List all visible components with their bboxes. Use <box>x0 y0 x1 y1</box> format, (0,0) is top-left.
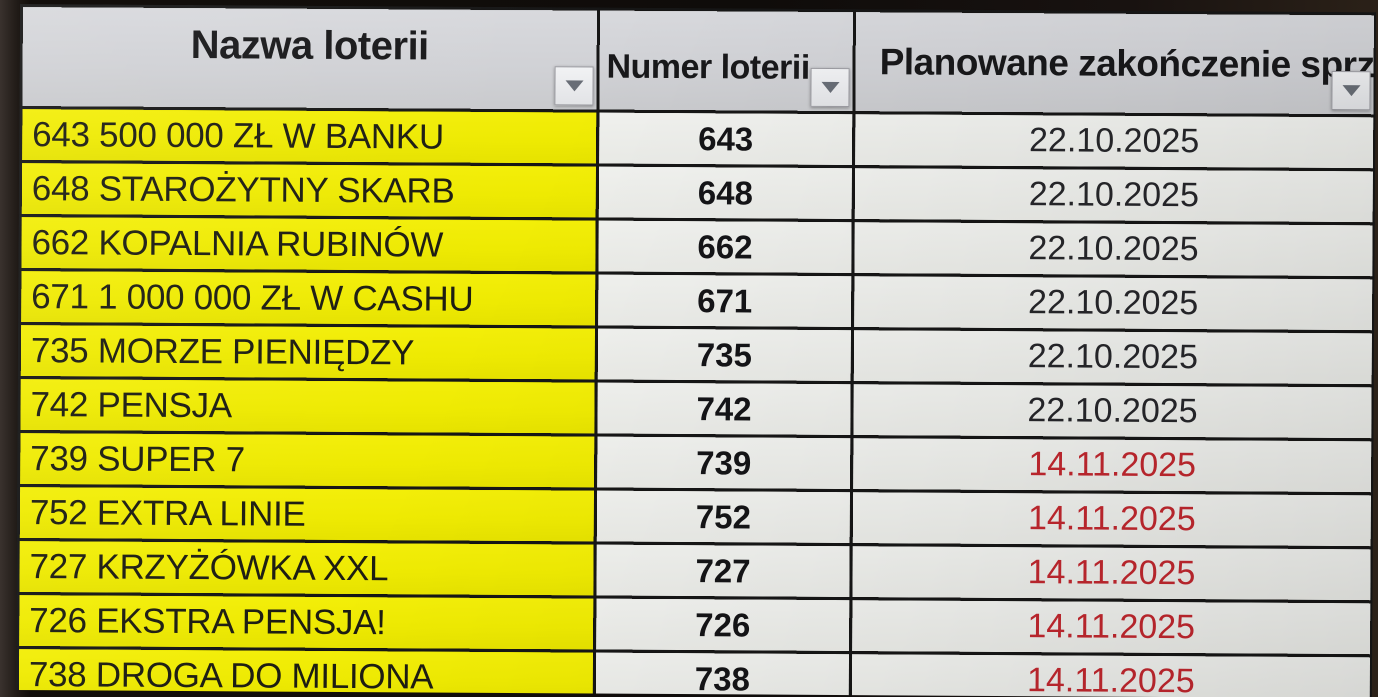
cell-lottery-name[interactable]: 671 1 000 000 ZŁ W CASHU <box>19 269 597 328</box>
cell-lottery-number[interactable]: 735 <box>596 327 853 383</box>
cell-lottery-number[interactable]: 671 <box>596 273 853 329</box>
column-header-lottery-name[interactable]: Nazwa loterii <box>20 5 599 112</box>
column-header-label: Planowane zakończenie sprzedaży <box>879 41 1376 86</box>
filter-dropdown-button[interactable] <box>810 67 850 108</box>
table-row: 739 SUPER 7 739 14.11.2025 <box>18 431 1373 494</box>
cell-end-date[interactable]: 14.11.2025 <box>850 544 1373 602</box>
table-body: 643 500 000 ZŁ W BANKU 643 22.10.2025 64… <box>17 107 1375 697</box>
cell-end-date[interactable]: 22.10.2025 <box>852 274 1374 332</box>
cell-lottery-number[interactable]: 726 <box>594 597 851 653</box>
table-row: 662 KOPALNIA RUBINÓW 662 22.10.2025 <box>19 215 1375 278</box>
cell-lottery-number[interactable]: 738 <box>594 651 851 697</box>
cell-lottery-number[interactable]: 662 <box>596 219 854 275</box>
header-row: Nazwa loterii Numer loterii Planowane za… <box>20 5 1376 116</box>
cell-end-date[interactable]: 14.11.2025 <box>851 490 1373 548</box>
column-header-lottery-number[interactable]: Numer loterii <box>597 9 855 113</box>
table-row: 648 STAROŻYTNY SKARB 648 22.10.2025 <box>20 161 1375 224</box>
chevron-down-icon <box>1341 85 1361 97</box>
table-row: 738 DROGA DO MILIONA 738 14.11.2025 <box>17 647 1372 697</box>
cell-lottery-name[interactable]: 735 MORZE PIENIĘDZY <box>19 323 597 382</box>
table-row: 726 EKSTRA PENSJA! 726 14.11.2025 <box>17 593 1372 656</box>
table-row: 643 500 000 ZŁ W BANKU 643 22.10.2025 <box>20 107 1375 170</box>
table-row: 671 1 000 000 ZŁ W CASHU 671 22.10.2025 <box>19 269 1374 332</box>
cell-lottery-name[interactable]: 752 EXTRA LINIE <box>18 485 596 544</box>
cell-lottery-name[interactable]: 739 SUPER 7 <box>18 431 596 490</box>
lottery-table: Nazwa loterii Numer loterii Planowane za… <box>16 4 1376 697</box>
table-row: 742 PENSJA 742 22.10.2025 <box>18 377 1374 440</box>
cell-end-date[interactable]: 22.10.2025 <box>853 112 1375 170</box>
chevron-down-icon <box>820 81 840 94</box>
table-row: 735 MORZE PIENIĘDZY 735 22.10.2025 <box>19 323 1374 386</box>
cell-lottery-name[interactable]: 727 KRZYŻÓWKA XXL <box>17 539 596 598</box>
cell-lottery-number[interactable]: 727 <box>594 543 852 599</box>
cell-lottery-number[interactable]: 742 <box>595 381 853 437</box>
table-row: 727 KRZYŻÓWKA XXL 727 14.11.2025 <box>17 539 1373 602</box>
cell-lottery-number[interactable]: 643 <box>597 111 854 167</box>
cell-lottery-number[interactable]: 752 <box>595 489 852 545</box>
cell-end-date[interactable]: 22.10.2025 <box>853 166 1375 224</box>
cell-end-date[interactable]: 22.10.2025 <box>852 220 1375 278</box>
filter-dropdown-button[interactable] <box>554 66 594 106</box>
cell-lottery-name[interactable]: 738 DROGA DO MILIONA <box>17 647 595 697</box>
column-header-label: Nazwa loterii <box>190 22 429 68</box>
table-row: 752 EXTRA LINIE 752 14.11.2025 <box>18 485 1373 548</box>
cell-end-date[interactable]: 22.10.2025 <box>851 382 1374 440</box>
cell-end-date[interactable]: 22.10.2025 <box>852 328 1374 386</box>
cell-lottery-name[interactable]: 648 STAROŻYTNY SKARB <box>20 161 598 220</box>
chevron-down-icon <box>564 80 584 92</box>
cell-end-date[interactable]: 14.11.2025 <box>850 652 1372 697</box>
cell-lottery-name[interactable]: 643 500 000 ZŁ W BANKU <box>20 107 598 166</box>
cell-lottery-name[interactable]: 742 PENSJA <box>18 377 597 436</box>
cell-end-date[interactable]: 14.11.2025 <box>851 436 1373 494</box>
cell-lottery-name[interactable]: 662 KOPALNIA RUBINÓW <box>19 215 598 274</box>
cell-end-date[interactable]: 14.11.2025 <box>850 598 1372 656</box>
column-header-label: Numer loterii <box>606 47 810 87</box>
cell-lottery-name[interactable]: 726 EKSTRA PENSJA! <box>17 593 595 652</box>
cell-lottery-number[interactable]: 648 <box>597 165 854 221</box>
filter-dropdown-button[interactable] <box>1331 71 1371 111</box>
column-header-planned-end-of-sales[interactable]: Planowane zakończenie sprzedaży <box>853 10 1376 116</box>
spreadsheet: Nazwa loterii Numer loterii Planowane za… <box>16 4 1376 697</box>
cell-lottery-number[interactable]: 739 <box>595 435 852 491</box>
